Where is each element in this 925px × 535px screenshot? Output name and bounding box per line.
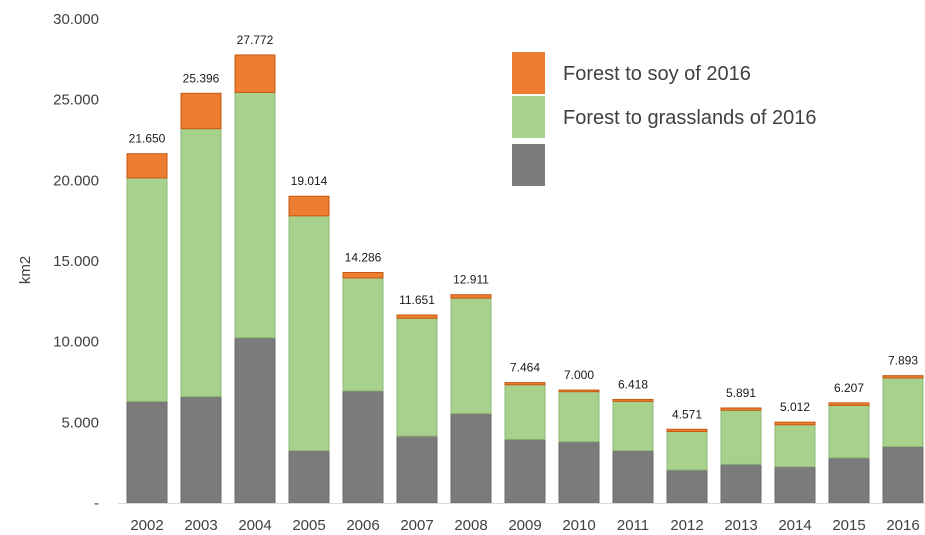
x-tick-label: 2006 (346, 517, 379, 534)
bar-segment (828, 402, 870, 406)
total-label: 5.891 (726, 386, 756, 400)
bar-segment (450, 297, 492, 414)
x-tick-label: 2009 (508, 517, 541, 534)
total-label: 21.650 (129, 132, 166, 146)
bar-segment (288, 215, 330, 452)
bar-segment (666, 431, 708, 471)
x-axis: 2002 2003 2004 2005 2006 2007 2008 2009 2010 2011… (130, 517, 919, 534)
bar-segment (612, 398, 654, 402)
y-tick-label: 25.000 (53, 92, 99, 109)
x-tick-label: 2015 (832, 517, 865, 534)
total-label: 7.000 (564, 368, 594, 382)
y-tick-label: 5.000 (61, 414, 99, 431)
bar-segment (558, 441, 600, 504)
bar-segment (612, 400, 654, 452)
bar-segment (450, 294, 492, 299)
x-tick-label: 2012 (670, 517, 703, 534)
bar-segment (126, 153, 168, 179)
bar-segment (558, 391, 600, 443)
bar-segment (234, 91, 276, 339)
x-tick-label: 2003 (184, 517, 217, 534)
x-tick-label: 2002 (130, 517, 163, 534)
bar-segment (774, 421, 816, 426)
bar-segment (342, 272, 384, 279)
x-tick-label: 2011 (617, 517, 649, 534)
x-tick-label: 2005 (292, 517, 325, 534)
y-tick-label: 20.000 (53, 172, 99, 189)
y-axis-label: km2 (17, 256, 34, 284)
x-tick-label: 2007 (400, 517, 433, 534)
bar-segment (180, 128, 222, 398)
bar-segment (396, 435, 438, 504)
bar-segment (342, 390, 384, 504)
legend: Forest to soy of 2016 Forest to grassland… (512, 52, 816, 186)
bar-segment (126, 400, 168, 504)
total-label: 7.893 (888, 354, 918, 368)
total-label: 6.418 (618, 377, 648, 391)
x-tick-label: 2010 (562, 517, 595, 534)
bar-segment (720, 409, 762, 465)
bar-segment (720, 463, 762, 504)
x-tick-label: 2008 (454, 517, 487, 534)
total-label: 19.014 (291, 174, 328, 188)
bar-segment (666, 428, 708, 433)
y-tick-label: 10.000 (53, 334, 99, 351)
bar-segment (504, 438, 546, 504)
legend-label: Forest to soy of 2016 (563, 63, 751, 85)
bar-segment (612, 450, 654, 504)
total-label: 6.207 (834, 381, 864, 395)
legend-swatch (512, 52, 545, 94)
total-label: 14.286 (345, 251, 382, 265)
bar-segment (828, 457, 870, 504)
bar-segment (504, 382, 546, 386)
total-label: 27.772 (237, 33, 274, 47)
y-tick-label: 15.000 (53, 253, 99, 270)
legend-label: Forest to grasslands of 2016 (563, 107, 816, 129)
bar-segment (342, 277, 384, 392)
bar-segment (288, 195, 330, 217)
bar-segment (720, 407, 762, 411)
bar-segment (882, 377, 924, 448)
bar-segment (288, 450, 330, 504)
total-labels: 21.650 25.396 27.772 19.014 14.286 11.651 12.9… (129, 33, 919, 421)
bars (126, 54, 924, 504)
bar-segment (882, 375, 924, 379)
bar-segment (774, 424, 816, 468)
bar-segment (828, 404, 870, 459)
total-label: 11.651 (399, 293, 435, 307)
total-label: 12.911 (453, 273, 489, 287)
bar-segment (882, 446, 924, 504)
bar-segment (666, 469, 708, 504)
y-tick-label: 30.000 (53, 11, 99, 28)
total-label: 5.012 (780, 400, 810, 414)
bar-segment (558, 389, 600, 393)
bar-segment (180, 92, 222, 130)
bar-segment (234, 54, 276, 93)
bar-segment (504, 384, 546, 440)
total-label: 7.464 (510, 361, 540, 375)
legend-swatch (512, 144, 545, 186)
bar-segment (450, 412, 492, 504)
legend-swatch (512, 96, 545, 138)
bar-segment (234, 337, 276, 504)
bar-segment (126, 177, 168, 402)
total-label: 4.571 (672, 407, 702, 421)
bar-segment (396, 317, 438, 437)
x-tick-label: 2004 (238, 517, 271, 534)
x-tick-label: 2013 (724, 517, 757, 534)
x-tick-label: 2016 (886, 517, 919, 534)
total-label: 25.396 (183, 71, 220, 85)
bar-segment (396, 314, 438, 319)
y-tick-label: - (94, 495, 99, 512)
bar-segment (180, 396, 222, 504)
y-axis: - 5.000 10.000 15.000 20.000 25.000 30.000 (53, 11, 99, 512)
bar-segment (774, 466, 816, 504)
x-tick-label: 2014 (778, 517, 811, 534)
